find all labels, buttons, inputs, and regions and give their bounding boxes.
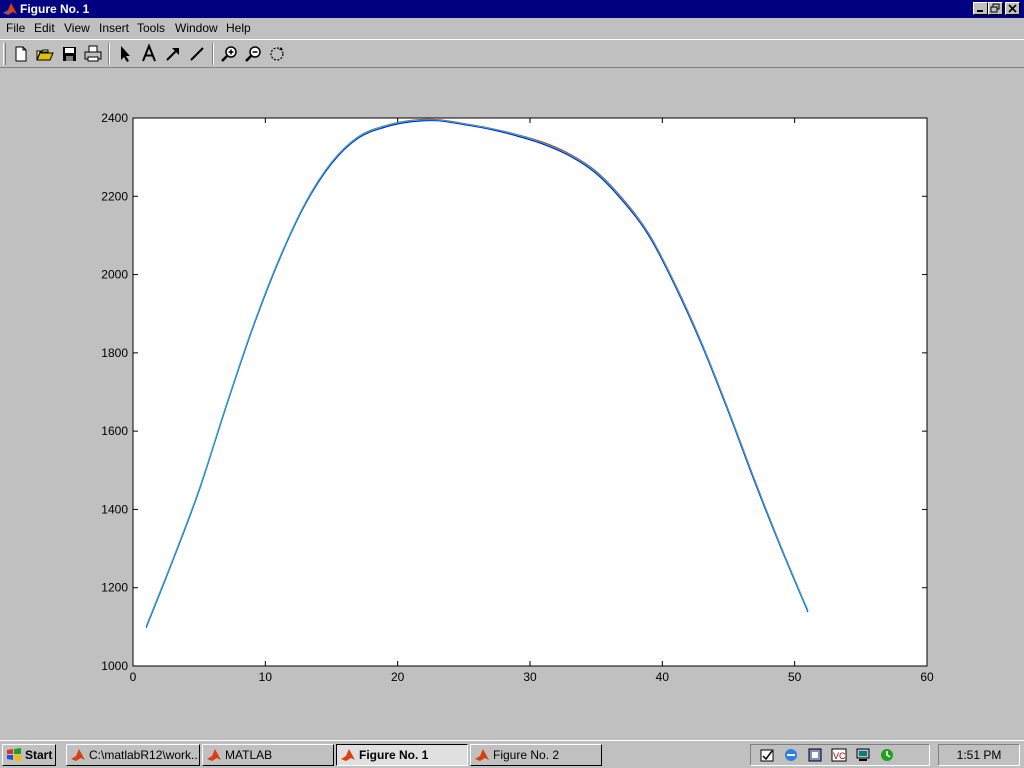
series-line-3: [145, 119, 809, 627]
insert-line-icon: [190, 47, 204, 61]
insert-arrow-icon: [166, 48, 179, 61]
line-plot[interactable]: 0 10 20 30 40 50 60 1000 1200 1400 1600 1800 2000 220…: [0, 68, 1024, 740]
insert-line-button[interactable]: [186, 43, 208, 65]
start-label: Start: [25, 748, 53, 762]
figure-toolbar: [0, 39, 1024, 68]
x-tick-label: 50: [788, 670, 802, 684]
save-icon: [63, 47, 76, 61]
menu-tools[interactable]: Tools: [137, 21, 166, 35]
print-button[interactable]: [82, 43, 104, 65]
close-button[interactable]: [1005, 2, 1020, 15]
task-label: MATLAB: [225, 748, 273, 762]
menu-window[interactable]: Window: [175, 21, 218, 35]
x-tick-label: 40: [656, 670, 670, 684]
zoom-in-button[interactable]: [218, 43, 240, 65]
minimize-button[interactable]: [973, 2, 988, 15]
save-button[interactable]: [58, 43, 80, 65]
task-button-figure-2[interactable]: Figure No. 2: [470, 744, 602, 766]
system-tray: VC: [750, 744, 930, 766]
svg-text:VC: VC: [833, 751, 846, 761]
figure-canvas[interactable]: 0 10 20 30 40 50 60 1000 1200 1400 1600 1800 2000 220…: [0, 68, 1024, 740]
menu-help[interactable]: Help: [226, 21, 251, 35]
y-tick-label: 2000: [101, 268, 128, 282]
toolbar-grip[interactable]: [3, 43, 6, 65]
x-tick-label: 30: [523, 670, 537, 684]
task-label: Figure No. 2: [493, 748, 560, 762]
taskbar: Start C:\matlabR12\work... MATLAB Figure…: [0, 740, 1024, 768]
edit-plot-arrow-icon: [121, 46, 130, 62]
x-tick-label: 0: [130, 670, 137, 684]
toolbar-separator: [108, 43, 110, 65]
new-figure-icon: [15, 46, 27, 62]
rotate-3d-icon: [270, 47, 284, 61]
restore-icon: [990, 3, 1000, 13]
menubar: File Edit View Insert Tools Window Help: [0, 18, 1024, 38]
menu-view[interactable]: View: [64, 21, 90, 35]
print-icon: [84, 45, 102, 62]
x-tick-label: 60: [920, 670, 934, 684]
network-icon[interactable]: [807, 747, 823, 763]
window-titlebar[interactable]: Figure No. 1: [0, 0, 1024, 18]
toolbar-separator: [212, 43, 214, 65]
zoom-in-icon: [221, 46, 237, 62]
zoom-out-icon: [245, 46, 261, 62]
open-file-icon: [36, 49, 54, 61]
y-tick-label: 1800: [101, 346, 128, 360]
zoom-out-button[interactable]: [242, 43, 264, 65]
vc-icon[interactable]: VC: [831, 747, 847, 763]
window-title: Figure No. 1: [20, 2, 90, 16]
y-tick-label: 1000: [101, 659, 128, 673]
matlab-logo-icon: [475, 749, 489, 761]
task-button-matlab[interactable]: MATLAB: [202, 744, 334, 766]
y-tick-label: 2200: [101, 189, 128, 203]
new-figure-button[interactable]: [10, 43, 32, 65]
menu-insert[interactable]: Insert: [99, 21, 130, 35]
restore-button[interactable]: [988, 2, 1003, 15]
insert-arrow-button[interactable]: [162, 43, 184, 65]
agent-icon[interactable]: [759, 747, 775, 763]
y-tick-label: 1200: [101, 581, 128, 595]
axes-box: [132, 117, 928, 667]
y-tick-label: 1400: [101, 502, 128, 516]
edit-plot-button[interactable]: [114, 43, 136, 65]
matlab-logo-icon: [3, 3, 17, 15]
minimize-icon: [977, 10, 983, 12]
open-file-button[interactable]: [34, 43, 56, 65]
internet-explorer-icon[interactable]: [783, 747, 799, 763]
matlab-logo-icon: [207, 749, 221, 761]
y-tick-label: 2400: [101, 111, 128, 125]
matlab-logo-icon: [71, 749, 85, 761]
scheduler-icon[interactable]: [879, 747, 895, 763]
menu-file[interactable]: File: [6, 21, 26, 35]
monitor-icon[interactable]: [855, 747, 871, 763]
task-button-figure-1[interactable]: Figure No. 1: [336, 744, 468, 766]
windows-logo-icon: [7, 748, 21, 761]
start-button[interactable]: Start: [2, 744, 56, 766]
close-icon: [1008, 4, 1017, 13]
x-tick-label: 10: [259, 670, 273, 684]
insert-text-button[interactable]: [138, 43, 160, 65]
task-label: C:\matlabR12\work...: [89, 748, 200, 762]
clock: 1:51 PM: [938, 744, 1020, 766]
insert-text-icon: [142, 43, 156, 62]
menu-edit[interactable]: Edit: [34, 21, 55, 35]
y-tick-label: 1600: [101, 424, 128, 438]
x-tick-label: 20: [391, 670, 405, 684]
matlab-logo-icon: [341, 749, 355, 761]
rotate-3d-button[interactable]: [266, 43, 288, 65]
task-label: Figure No. 1: [359, 748, 429, 762]
task-button-work-folder[interactable]: C:\matlabR12\work...: [66, 744, 200, 766]
